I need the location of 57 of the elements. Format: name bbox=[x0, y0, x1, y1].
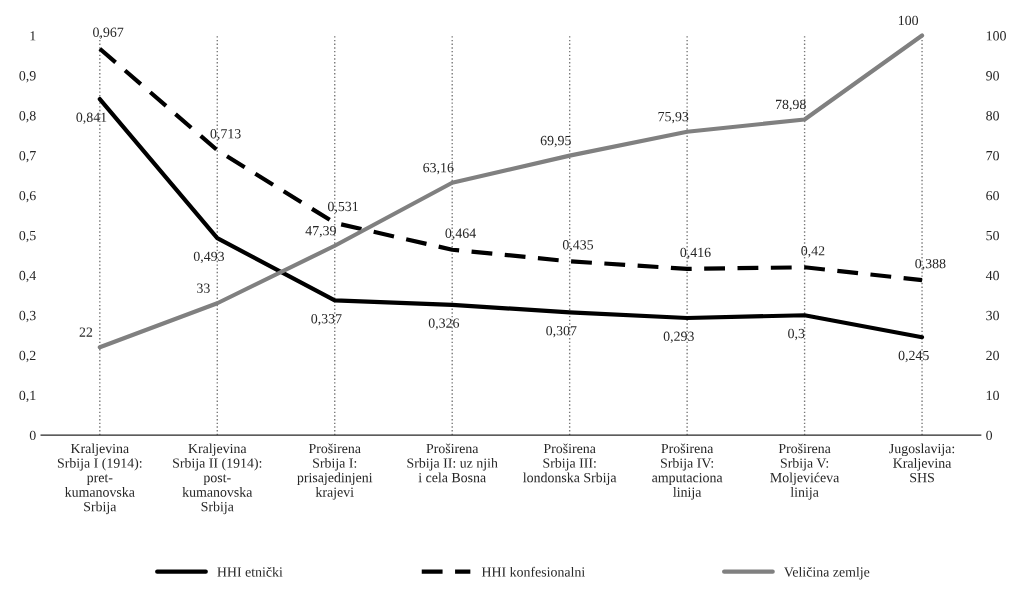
data-label: 75,93 bbox=[658, 111, 689, 124]
y-tick-label: 0,7 bbox=[19, 150, 36, 163]
x-tick-label: Proširena Srbija III: londonska Srbija bbox=[523, 443, 617, 486]
y2-tick-label: 0 bbox=[986, 430, 993, 441]
data-label: 78,98 bbox=[775, 99, 806, 112]
y-tick-label: 0,5 bbox=[19, 230, 36, 243]
data-label: 0,435 bbox=[562, 240, 594, 252]
data-label: 22 bbox=[79, 327, 93, 337]
data-label: 47,39 bbox=[305, 226, 336, 238]
y2-tick-label: 20 bbox=[986, 350, 1000, 361]
y2-tick-label: 50 bbox=[986, 230, 1000, 241]
data-label: 0,967 bbox=[93, 27, 124, 39]
data-label: 0,245 bbox=[898, 350, 929, 363]
data-label: 0,42 bbox=[801, 246, 825, 258]
y2-tick-label: 60 bbox=[986, 190, 1000, 201]
data-label: 63,16 bbox=[423, 162, 454, 175]
legend-label: HHI etnički bbox=[217, 566, 283, 577]
x-tick-label: Jugoslavija: Kraljevina SHS bbox=[889, 443, 955, 483]
y2-tick-label: 40 bbox=[985, 270, 1000, 281]
y-tick-label: 0,3 bbox=[19, 310, 36, 323]
data-label: 100 bbox=[898, 15, 919, 26]
data-label: 69,95 bbox=[540, 135, 571, 148]
data-label: 0,841 bbox=[76, 112, 107, 124]
y-tick-label: 0 bbox=[29, 430, 36, 441]
y-tick-label: 0,2 bbox=[19, 350, 36, 363]
y-tick-label: 1 bbox=[30, 31, 36, 41]
data-label: 0,493 bbox=[193, 251, 225, 264]
y2-tick-label: 10 bbox=[986, 390, 1000, 401]
y-tick-label: 0,9 bbox=[19, 71, 36, 83]
y2-tick-label: 70 bbox=[986, 150, 1000, 161]
data-label: 0,326 bbox=[428, 318, 460, 330]
y2-tick-label: 30 bbox=[986, 310, 1000, 321]
data-label: 0,464 bbox=[445, 228, 476, 240]
y-tick-label: 0,8 bbox=[19, 111, 36, 123]
data-label: 0,3 bbox=[788, 328, 805, 341]
x-tick-label: Proširena Srbija I: prisajedinjeni krajevi bbox=[297, 443, 373, 500]
y2-tick-label: 90 bbox=[986, 71, 1000, 81]
x-tick-label: Proširena Srbija IV: amputaciona linija bbox=[652, 443, 723, 500]
y-tick-label: 0,4 bbox=[19, 270, 36, 283]
legend-label: HHI konfesionalni bbox=[481, 566, 585, 577]
data-label: 0,307 bbox=[546, 325, 577, 338]
data-label: 0,416 bbox=[680, 247, 711, 260]
data-label: 33 bbox=[197, 283, 210, 293]
y-tick-label: 0,1 bbox=[19, 390, 36, 403]
legend-label: Veličina zemlje bbox=[783, 566, 870, 580]
data-label: 0,293 bbox=[663, 331, 694, 343]
y2-tick-label: 80 bbox=[986, 111, 1000, 121]
data-label: 0,713 bbox=[210, 129, 241, 141]
y-tick-label: 0,6 bbox=[19, 190, 36, 203]
x-tick-label: Kraljevina Srbija II (1914): post- kumanovska Srbija bbox=[173, 443, 262, 515]
x-tick-label: Proširena Srbija V: Moljevićeva linija bbox=[770, 443, 840, 500]
x-tick-label: Kraljevina Srbija I (1914): pret- kumanovska Srbija bbox=[57, 443, 142, 515]
x-tick-label: Proširena Srbija II: uz njih i cela Bosna bbox=[407, 443, 498, 483]
data-label: 0,337 bbox=[311, 314, 342, 326]
y2-tick-label: 100 bbox=[986, 31, 1006, 41]
data-label: 0,531 bbox=[327, 201, 358, 214]
data-label: 0,388 bbox=[915, 258, 946, 271]
